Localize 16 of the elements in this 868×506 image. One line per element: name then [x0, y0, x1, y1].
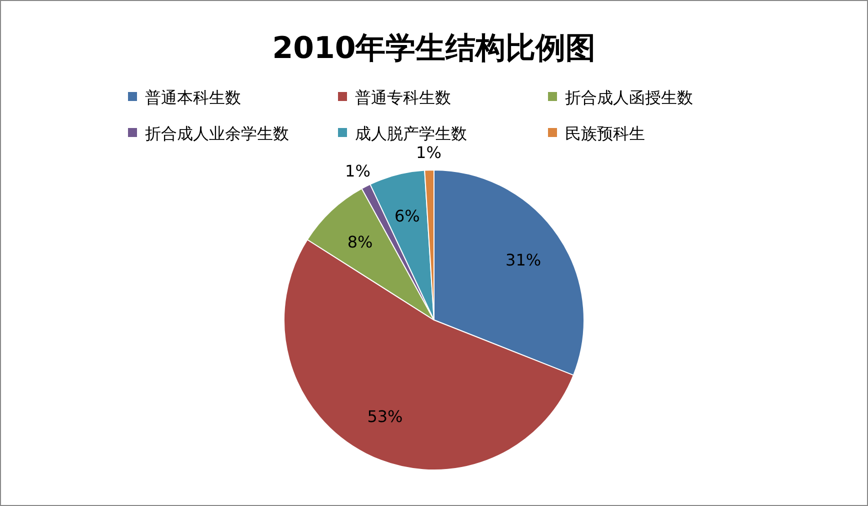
legend-label: 民族预科生 [565, 124, 645, 143]
legend-label: 成人脱产学生数 [355, 124, 467, 143]
legend-label: 折合成人业余学生数 [145, 124, 289, 143]
pie-slice [424, 170, 434, 320]
data-label: 8% [347, 232, 373, 252]
data-label: 1% [345, 161, 370, 180]
data-label: 53% [367, 407, 403, 426]
legend-label: 折合成人函授生数 [565, 88, 693, 107]
data-label: 6% [394, 206, 420, 226]
legend-label: 普通本科生数 [145, 88, 241, 107]
chart-title: 2010年学生结构比例图 [272, 31, 596, 66]
data-label: 1% [416, 143, 442, 162]
data-label: 31% [506, 250, 542, 270]
pie-slice [306, 188, 434, 320]
pie-slice [434, 170, 584, 376]
legend-label: 普通专科生数 [355, 88, 451, 107]
